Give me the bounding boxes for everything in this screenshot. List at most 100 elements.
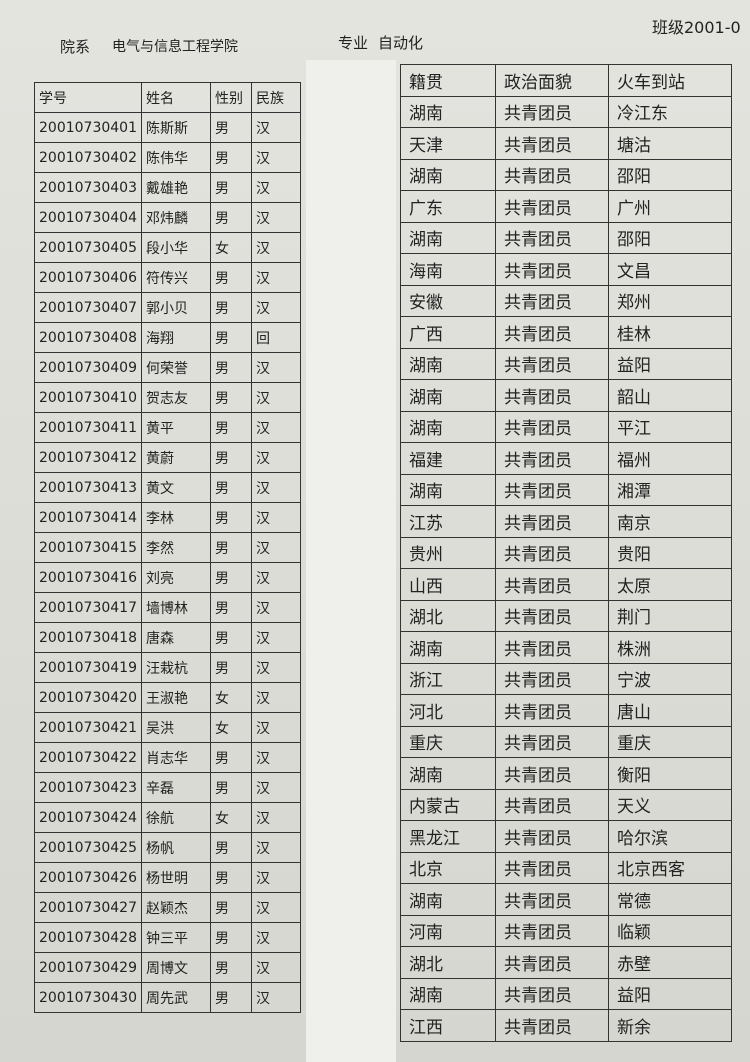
cell: 汉 (250, 682, 301, 713)
cell: 汉 (250, 472, 301, 503)
cell: 共青团员 (495, 694, 609, 727)
cell: 吴洪 (140, 712, 211, 743)
cell: 桂林 (608, 316, 732, 349)
row: 20010730422 肖志华男汉 (34, 742, 301, 773)
row: 20010730417 墙博林男汉 (34, 592, 301, 623)
cell: 江苏 (400, 505, 496, 538)
cell: 唐森 (140, 622, 211, 653)
cell: 共青团员 (495, 95, 609, 128)
cell: 北京西客 (608, 851, 732, 884)
cell: 汉 (250, 742, 301, 773)
row: 黑龙江 共青团员 哈尔滨 (400, 820, 732, 853)
cell: 共青团员 (495, 757, 609, 790)
cell: 辛磊 (140, 772, 211, 803)
cell: 汉 (250, 532, 301, 563)
row: 20010730430 周先武男汉 (34, 982, 301, 1013)
cell: 男 (209, 652, 252, 683)
cell: 20010730430 (34, 982, 142, 1013)
row: 河北 共青团员 唐山 (400, 694, 732, 727)
cell: 共青团员 (495, 284, 609, 317)
cell: 20010730408 (34, 322, 142, 353)
cell: 男 (209, 172, 252, 203)
cell: 20010730413 (34, 472, 142, 503)
row: 20010730428 钟三平男汉 (34, 922, 301, 953)
cell: 男 (209, 262, 252, 293)
row: 20010730405 段小华女汉 (34, 232, 301, 263)
cell: 徐航 (140, 802, 211, 833)
cell: 湖北 (400, 599, 496, 632)
header-row: 籍贯 政治面貌 火车到站 (400, 64, 732, 97)
cell: 海翔 (140, 322, 211, 353)
row: 20010730410 贺志友男汉 (34, 382, 301, 413)
row: 江西 共青团员 新余 (400, 1009, 732, 1042)
row: 湖北 共青团员 赤壁 (400, 946, 732, 979)
cell: 男 (209, 772, 252, 803)
cell: 汉 (250, 562, 301, 593)
cell: 女 (209, 802, 252, 833)
row: 湖南 共青团员 湘潭 (400, 473, 732, 506)
cell: 汉 (250, 502, 301, 533)
row: 重庆 共青团员 重庆 (400, 725, 732, 758)
cell: 汉 (250, 802, 301, 833)
cell: 湖南 (400, 631, 496, 664)
row: 20010730413 黄文男汉 (34, 472, 301, 503)
cell: 汉 (250, 832, 301, 863)
row: 浙江 共青团员 宁波 (400, 662, 732, 695)
cell: 男 (209, 292, 252, 323)
cell: 汉 (250, 772, 301, 803)
cell: 黄文 (140, 472, 211, 503)
cell: 男 (209, 622, 252, 653)
cell: 浙江 (400, 662, 496, 695)
cell: 汉 (250, 652, 301, 683)
cell: 性别 (209, 82, 252, 113)
cell: 汉 (250, 892, 301, 923)
cell: 共青团员 (495, 599, 609, 632)
cell: 共青团员 (495, 505, 609, 538)
cell: 男 (209, 142, 252, 173)
row: 20010730404 邓炜麟男汉 (34, 202, 301, 233)
cell: 重庆 (608, 725, 732, 758)
cell: 汉 (250, 592, 301, 623)
cell: 周先武 (140, 982, 211, 1013)
cell: 男 (209, 862, 252, 893)
cell: 20010730407 (34, 292, 142, 323)
row: 湖南 共青团员 平江 (400, 410, 732, 443)
cell: 共青团员 (495, 253, 609, 286)
row: 贵州 共青团员 贵阳 (400, 536, 732, 569)
row: 海南 共青团员 文昌 (400, 253, 732, 286)
cell: 邓炜麟 (140, 202, 211, 233)
cell: 学号 (34, 82, 142, 113)
cell: 李然 (140, 532, 211, 563)
cell: 湖南 (400, 95, 496, 128)
cell: 共青团员 (495, 473, 609, 506)
row: 20010730403 戴雄艳男汉 (34, 172, 301, 203)
row: 20010730427 赵颖杰男汉 (34, 892, 301, 923)
cell: 政治面貌 (495, 64, 609, 97)
cell: 20010730412 (34, 442, 142, 473)
cell: 男 (209, 502, 252, 533)
right-table: 籍贯 政治面貌 火车到站 湖南 共青团员 冷江东 天津 共青团员 塘沽 湖南 共青团员 邵阳 广东 共青团… (400, 64, 732, 1042)
cell: 贵州 (400, 536, 496, 569)
left-table: 学号 姓名 性别 民族 20010730401 陈斯斯男汉 20010730402 陈伟华男汉… (34, 82, 301, 1013)
row: 20010730402 陈伟华男汉 (34, 142, 301, 173)
cell: 塘沽 (608, 127, 732, 160)
row: 20010730407 郭小贝男汉 (34, 292, 301, 323)
cell: 汉 (250, 142, 301, 173)
row: 20010730415 李然男汉 (34, 532, 301, 563)
row: 湖南 共青团员 株洲 (400, 631, 732, 664)
cell: 平江 (608, 410, 732, 443)
cell: 男 (209, 892, 252, 923)
cell: 湖南 (400, 379, 496, 412)
cell: 汉 (250, 622, 301, 653)
cell: 20010730414 (34, 502, 142, 533)
row: 20010730418 唐森男汉 (34, 622, 301, 653)
cell: 邵阳 (608, 221, 732, 254)
row: 广东 共青团员 广州 (400, 190, 732, 223)
cell: 杨世明 (140, 862, 211, 893)
cell: 共青团员 (495, 221, 609, 254)
cell: 海南 (400, 253, 496, 286)
cell: 广西 (400, 316, 496, 349)
cell: 共青团员 (495, 914, 609, 947)
cell: 天津 (400, 127, 496, 160)
cell: 20010730426 (34, 862, 142, 893)
